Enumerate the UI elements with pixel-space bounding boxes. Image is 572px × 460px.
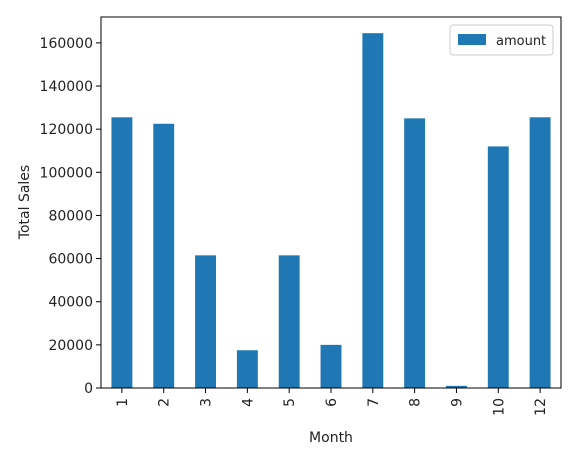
y-axis: 0 20000 40000 60000 80000 100000 120000 140000 1… xyxy=(40,36,101,397)
y-tick-label: 60000 xyxy=(48,252,93,268)
x-tick-label: 9 xyxy=(449,398,465,407)
x-tick-label: 2 xyxy=(157,398,173,407)
y-tick-label: 160000 xyxy=(40,36,93,52)
x-tick-label: 7 xyxy=(366,398,382,407)
y-tick-label: 20000 xyxy=(48,338,93,354)
bar xyxy=(153,123,175,388)
y-tick-label: 80000 xyxy=(48,208,93,224)
bar xyxy=(446,385,467,388)
x-tick-label: 3 xyxy=(199,398,215,407)
y-tick-label: 120000 xyxy=(40,122,93,138)
bar xyxy=(320,344,342,388)
y-tick-label: 100000 xyxy=(40,165,93,181)
x-axis-label: Month xyxy=(309,430,353,446)
legend-swatch xyxy=(458,34,486,45)
bar xyxy=(278,255,300,388)
bar xyxy=(236,350,258,388)
bar xyxy=(487,146,509,388)
bars-group xyxy=(111,33,551,389)
legend-label: amount xyxy=(496,34,546,49)
bar xyxy=(404,118,426,389)
x-tick-label: 8 xyxy=(408,398,424,407)
bar xyxy=(529,117,551,389)
x-axis: 1 2 3 4 5 6 7 8 9 10 12 xyxy=(115,388,549,416)
x-tick-label: 4 xyxy=(240,398,256,407)
bar xyxy=(362,33,384,388)
y-tick-label: 0 xyxy=(84,381,93,397)
y-tick-label: 140000 xyxy=(40,79,93,95)
legend: amount xyxy=(449,24,554,56)
x-tick-label: 12 xyxy=(533,398,549,416)
legend-box xyxy=(449,24,554,56)
x-tick-label: 1 xyxy=(115,398,131,407)
bar xyxy=(111,117,133,389)
x-tick-label: 5 xyxy=(282,398,298,407)
bar xyxy=(195,255,216,388)
y-axis-label: Total Sales xyxy=(17,165,33,240)
plot-frame xyxy=(100,16,562,389)
x-tick-label: 6 xyxy=(324,398,340,407)
x-tick-label: 10 xyxy=(491,398,507,416)
y-tick-label: 40000 xyxy=(48,295,93,311)
